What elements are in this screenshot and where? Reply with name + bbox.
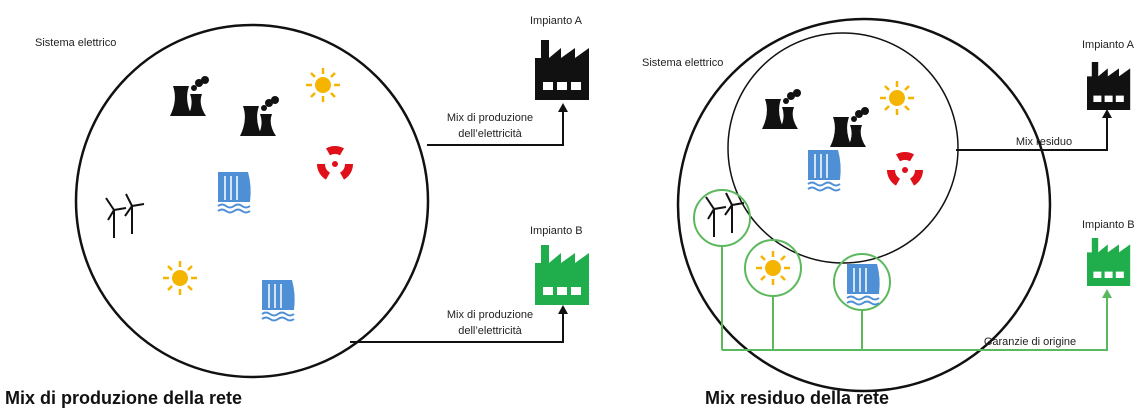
hydro-icon bbox=[261, 279, 296, 322]
arrow-head bbox=[1102, 109, 1112, 118]
sun-icon bbox=[304, 66, 342, 104]
sun-icon bbox=[161, 259, 199, 297]
flow-line bbox=[956, 116, 1108, 151]
nuclear-plant-icon bbox=[830, 107, 869, 147]
system-label: Sistema elettrico bbox=[35, 37, 116, 49]
caption: Mix residuo della rete bbox=[705, 388, 889, 408]
plant-label: Impianto A bbox=[530, 15, 583, 27]
flow-label: Mix di produzione bbox=[447, 112, 533, 124]
factory-icon bbox=[1087, 62, 1131, 110]
system-circle bbox=[74, 23, 430, 379]
radiation-icon bbox=[314, 145, 356, 181]
plant-label: Impianto B bbox=[530, 225, 583, 237]
sun-icon bbox=[878, 79, 916, 117]
flow-label: dell’elettricità bbox=[458, 128, 522, 140]
plant-label: Impianto B bbox=[1082, 219, 1135, 231]
sun-icon bbox=[754, 249, 792, 287]
factory-icon bbox=[1087, 238, 1131, 286]
arrow-head bbox=[558, 305, 568, 314]
system-label: Sistema elettrico bbox=[642, 57, 723, 69]
residual-circle bbox=[727, 32, 959, 264]
arrow-head bbox=[1102, 289, 1112, 298]
flow-line bbox=[427, 110, 564, 146]
hydro-icon bbox=[217, 171, 252, 214]
hydro-icon bbox=[807, 149, 842, 192]
nuclear-plant-icon bbox=[240, 96, 279, 136]
wind-icon bbox=[105, 193, 145, 239]
factory-icon bbox=[535, 245, 589, 305]
flow-label: dell’elettricità bbox=[458, 325, 522, 337]
flow-label: Garanzie di origine bbox=[984, 336, 1076, 348]
flow-line bbox=[350, 312, 564, 343]
system-circle bbox=[676, 17, 1052, 393]
plant-label: Impianto A bbox=[1082, 39, 1135, 51]
wind-icon bbox=[705, 192, 745, 238]
guarantee-lines bbox=[693, 189, 1108, 351]
flow-label: Mix di produzione bbox=[447, 309, 533, 321]
hydro-icon bbox=[846, 263, 881, 306]
nuclear-plant-icon bbox=[170, 76, 209, 116]
nuclear-plant-icon bbox=[762, 89, 801, 129]
arrow-head bbox=[558, 103, 568, 112]
caption: Mix di produzione della rete bbox=[5, 388, 242, 408]
radiation-icon bbox=[884, 151, 926, 187]
flow-label: Mix residuo bbox=[1016, 136, 1072, 148]
factory-icon bbox=[535, 40, 589, 100]
